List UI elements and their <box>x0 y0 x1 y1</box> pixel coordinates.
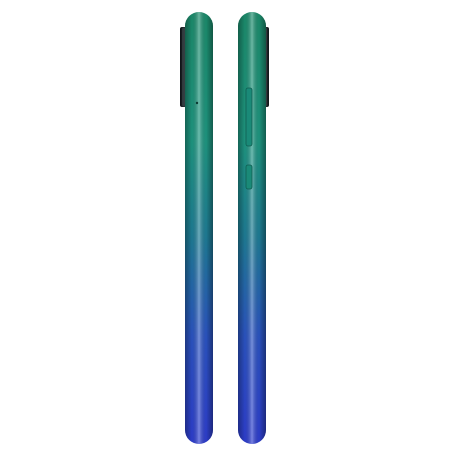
phone-body-left-shade <box>185 12 213 444</box>
volume-button <box>245 87 253 147</box>
phone-left-side <box>180 12 213 444</box>
microphone-hole-left <box>195 101 199 105</box>
power-button <box>245 164 253 190</box>
phone-right-side <box>238 12 269 444</box>
camera-bump-edge-left <box>182 28 185 106</box>
phone-body-right-shade <box>238 12 266 444</box>
